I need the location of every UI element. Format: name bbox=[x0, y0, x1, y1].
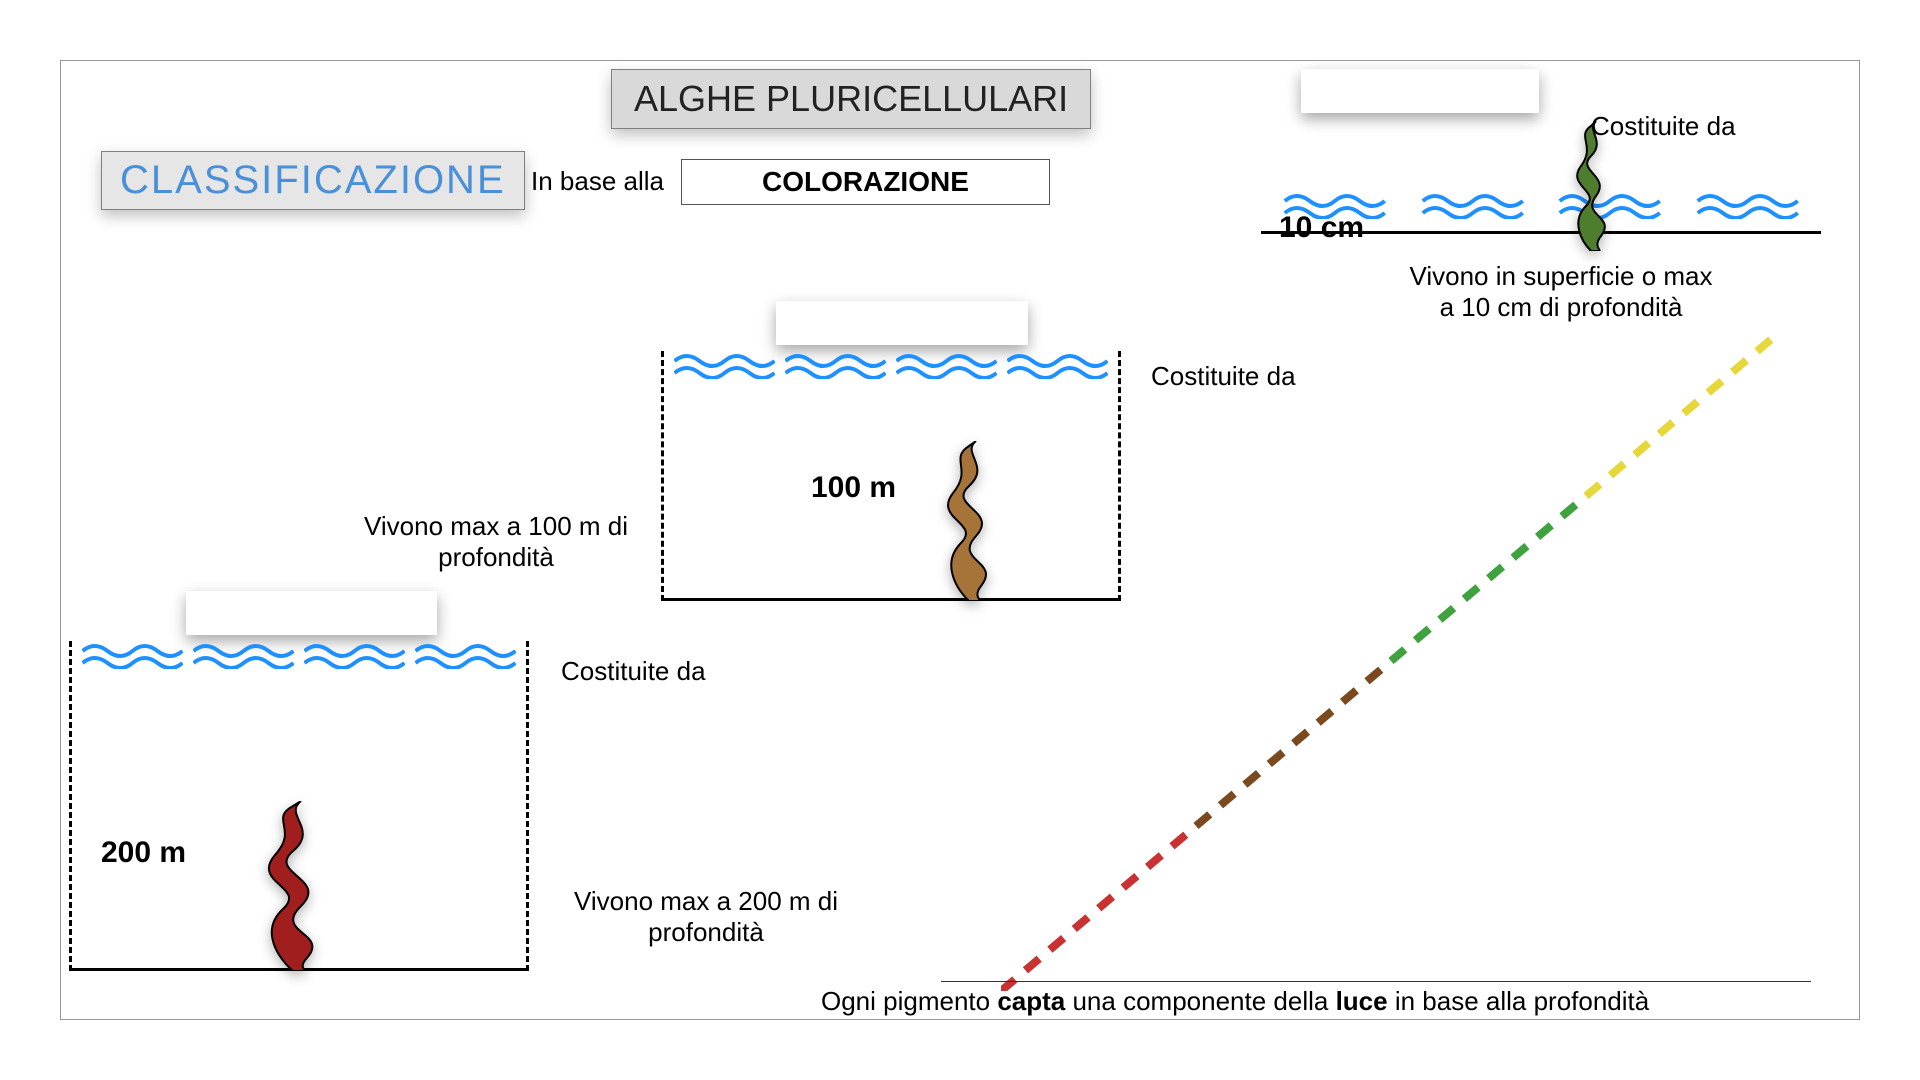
light-gradient-line bbox=[1001, 331, 1781, 991]
in-base-alla-text: In base alla bbox=[531, 166, 664, 197]
wave-icon bbox=[1409, 191, 1537, 219]
footer-seg1: Ogni pigmento bbox=[821, 986, 997, 1016]
wave-icon bbox=[82, 641, 183, 669]
colorazione-box: COLORAZIONE bbox=[681, 159, 1050, 205]
rosse-clorofilla-pill: CLOROFILLA bbox=[561, 696, 723, 727]
verdi-depth-label: 10 cm bbox=[1279, 211, 1364, 245]
footer-seg3: in base alla profondità bbox=[1388, 986, 1650, 1016]
alghe-verdi-badge: ALGHE VERDI bbox=[1301, 69, 1539, 113]
brune-habitat-text: Vivono max a 100 m di profondità bbox=[341, 511, 651, 573]
verdi-habitat-text: Vivono in superficie o max a 10 cm di pr… bbox=[1311, 261, 1811, 323]
wave-icon bbox=[304, 641, 405, 669]
footer-bold2: luce bbox=[1336, 986, 1388, 1016]
alghe-rosse-badge: ALGHE ROSSE bbox=[186, 591, 437, 635]
classification-box: CLASSIFICAZIONE bbox=[101, 151, 525, 210]
wave-icon bbox=[896, 351, 997, 379]
brune-depth-label: 100 m bbox=[811, 471, 896, 505]
wave-icon bbox=[1684, 191, 1812, 219]
wave-row bbox=[72, 641, 526, 669]
footer-line bbox=[941, 981, 1811, 982]
wave-icon bbox=[193, 641, 294, 669]
rosse-depth-label: 200 m bbox=[101, 836, 186, 870]
footer-bold1: capta bbox=[997, 986, 1065, 1016]
wave-icon bbox=[415, 641, 516, 669]
alga-verde-icon bbox=[1561, 121, 1631, 251]
alghe-brune-badge: ALGHE BRUNE bbox=[776, 301, 1028, 345]
wave-icon bbox=[674, 351, 775, 379]
diagram-frame: ALGHE PLURICELLULARI CLASSIFICAZIONE In … bbox=[60, 60, 1860, 1020]
rosse-costituite-label: Costituite da bbox=[561, 656, 706, 687]
alga-rossa-icon bbox=[251, 801, 351, 971]
wave-icon bbox=[785, 351, 886, 379]
footer-text: Ogni pigmento capta una componente della… bbox=[821, 986, 1649, 1017]
rosse-habitat-text: Vivono max a 200 m di profondità bbox=[541, 886, 871, 948]
footer-seg2: una componente della bbox=[1065, 986, 1335, 1016]
rosse-ficoeritrina-pill: FICOERITRINA bbox=[556, 736, 737, 767]
main-title-box: ALGHE PLURICELLULARI bbox=[611, 69, 1091, 129]
